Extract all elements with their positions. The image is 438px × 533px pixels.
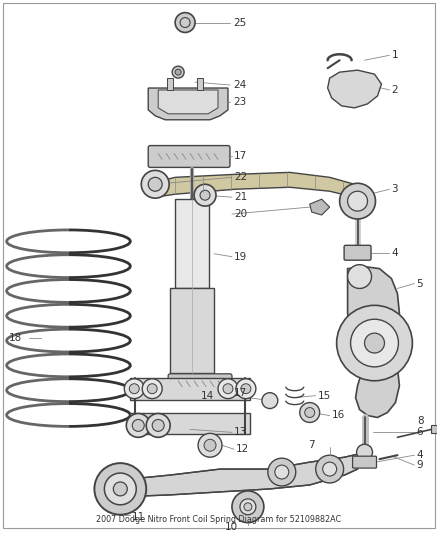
Polygon shape (158, 90, 218, 114)
FancyBboxPatch shape (148, 146, 230, 167)
Polygon shape (148, 88, 228, 120)
FancyBboxPatch shape (344, 245, 371, 260)
Circle shape (104, 473, 136, 505)
Text: 18: 18 (9, 333, 22, 343)
Circle shape (175, 69, 181, 75)
Text: 3: 3 (392, 184, 398, 194)
Text: 14: 14 (201, 391, 214, 401)
Circle shape (223, 384, 233, 394)
Polygon shape (155, 172, 364, 209)
Circle shape (132, 419, 144, 431)
Circle shape (240, 499, 256, 515)
Circle shape (348, 191, 367, 211)
Circle shape (200, 190, 210, 200)
Circle shape (268, 458, 296, 486)
Text: 1: 1 (392, 50, 398, 60)
Text: 6: 6 (417, 427, 423, 438)
Text: 24: 24 (233, 80, 246, 90)
Circle shape (172, 66, 184, 78)
Circle shape (124, 379, 144, 399)
Text: 12: 12 (236, 444, 249, 454)
Circle shape (95, 463, 146, 515)
Circle shape (232, 491, 264, 523)
Circle shape (300, 402, 320, 423)
Circle shape (305, 408, 314, 417)
Circle shape (147, 384, 157, 394)
Circle shape (236, 379, 256, 399)
Text: 21: 21 (234, 192, 247, 202)
Text: 10: 10 (225, 522, 238, 531)
FancyBboxPatch shape (168, 374, 232, 392)
Circle shape (364, 333, 385, 353)
Text: 11: 11 (132, 512, 145, 522)
Text: 7: 7 (308, 440, 314, 450)
Circle shape (204, 439, 216, 451)
Text: 9: 9 (417, 460, 423, 470)
Text: 4: 4 (417, 450, 423, 460)
Circle shape (175, 13, 195, 33)
Bar (431, 425, 437, 433)
Bar (170, 288, 214, 373)
Text: 17: 17 (234, 151, 247, 161)
Bar (197, 78, 203, 90)
Circle shape (152, 419, 164, 431)
Circle shape (339, 183, 375, 219)
Circle shape (350, 319, 399, 367)
Circle shape (198, 433, 222, 457)
Text: 22: 22 (234, 172, 247, 182)
Circle shape (180, 18, 190, 28)
Circle shape (348, 265, 371, 288)
Text: 4: 4 (392, 248, 398, 258)
Circle shape (148, 177, 162, 191)
Polygon shape (310, 199, 330, 215)
Text: 17: 17 (234, 387, 247, 398)
Polygon shape (120, 454, 357, 497)
Text: 2: 2 (392, 85, 398, 95)
Polygon shape (348, 266, 399, 417)
Circle shape (129, 384, 139, 394)
Polygon shape (328, 70, 381, 108)
Text: 5: 5 (417, 279, 423, 288)
Circle shape (113, 482, 127, 496)
Text: 25: 25 (233, 18, 246, 28)
Bar (130, 413, 250, 434)
Circle shape (316, 455, 343, 483)
Bar (130, 378, 250, 400)
Bar (167, 78, 173, 90)
Text: 2007 Dodge Nitro Front Coil Spring Diagram for 52109882AC: 2007 Dodge Nitro Front Coil Spring Diagr… (96, 515, 342, 524)
Circle shape (146, 414, 170, 438)
Text: 13: 13 (234, 427, 247, 438)
Circle shape (323, 462, 337, 476)
Circle shape (244, 503, 252, 511)
Circle shape (218, 379, 238, 399)
Text: 20: 20 (234, 209, 247, 219)
Text: 8: 8 (418, 416, 424, 426)
Circle shape (126, 414, 150, 438)
Bar (175, 199, 209, 288)
Text: 23: 23 (233, 97, 246, 107)
Circle shape (262, 393, 278, 409)
Text: 15: 15 (318, 391, 331, 401)
Text: 16: 16 (332, 410, 345, 421)
Text: 19: 19 (234, 252, 247, 262)
Circle shape (194, 184, 216, 206)
Circle shape (142, 379, 162, 399)
Circle shape (337, 305, 413, 381)
Circle shape (141, 171, 169, 198)
Circle shape (357, 445, 372, 460)
Circle shape (275, 465, 289, 479)
FancyBboxPatch shape (353, 456, 377, 468)
Circle shape (241, 384, 251, 394)
